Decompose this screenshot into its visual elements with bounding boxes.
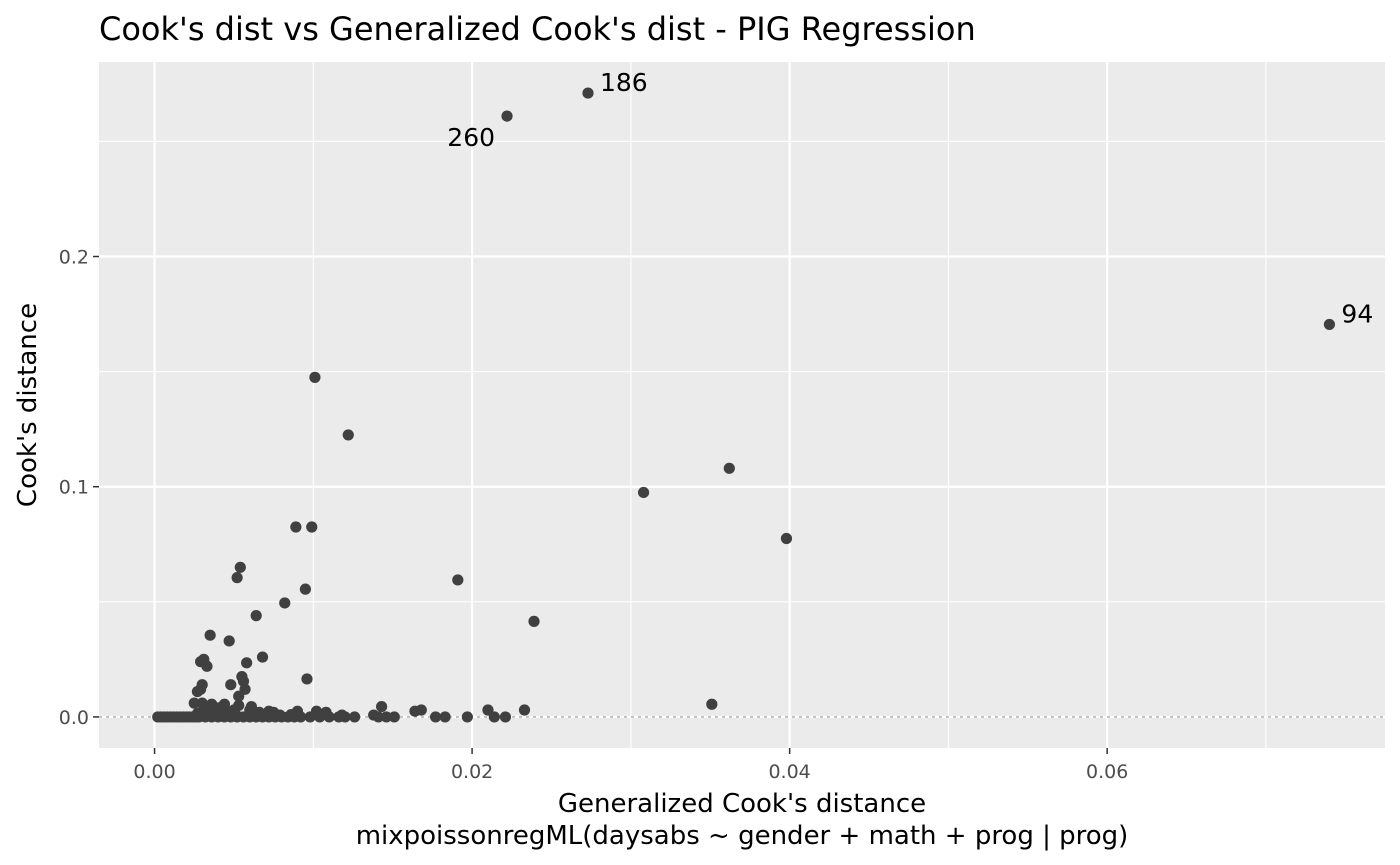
data-point <box>204 629 216 641</box>
data-point <box>241 657 253 669</box>
data-point <box>429 711 442 723</box>
data-point <box>780 532 793 545</box>
data-point <box>317 709 329 721</box>
data-point <box>256 651 269 663</box>
data-point <box>225 679 237 691</box>
data-points <box>152 87 1336 723</box>
y-tick-label: 0.0 <box>59 707 89 729</box>
data-point <box>233 699 245 712</box>
data-point <box>250 610 262 622</box>
labeled-data-point <box>582 87 594 99</box>
y-axis: 0.0 0.1 0.2 <box>59 247 99 729</box>
data-point <box>304 711 316 723</box>
data-point <box>295 711 307 723</box>
data-point <box>388 711 400 723</box>
data-point <box>439 711 451 723</box>
point-labels: 186 260 94 <box>447 68 1373 328</box>
data-point <box>229 708 242 720</box>
data-point <box>499 711 512 723</box>
y-tick-label: 0.2 <box>59 247 89 269</box>
x-axis-title: Generalized Cook's distance <box>558 789 926 819</box>
data-point <box>306 521 318 533</box>
labeled-data-point <box>501 110 513 122</box>
data-point <box>290 521 302 533</box>
data-point <box>488 711 500 723</box>
x-axis-subtitle: mixpoissonregML(daysabs ~ gender + math … <box>356 821 1129 851</box>
data-point <box>368 709 380 721</box>
data-point <box>376 700 388 713</box>
minor-gridlines <box>99 62 1385 748</box>
labeled-data-point <box>1323 318 1336 331</box>
x-tick-label: 0.02 <box>451 761 493 783</box>
data-point <box>201 660 213 672</box>
x-tick-label: 0.00 <box>133 761 175 783</box>
data-point <box>210 703 223 715</box>
data-point <box>299 583 311 595</box>
data-point <box>342 429 354 441</box>
data-point <box>279 597 291 609</box>
data-point <box>195 683 207 695</box>
data-point <box>309 371 321 383</box>
data-point <box>301 673 313 685</box>
data-point <box>285 709 297 721</box>
plot-panel <box>99 62 1385 748</box>
data-point <box>274 709 286 721</box>
data-point <box>349 711 361 723</box>
data-point <box>723 462 735 474</box>
data-point <box>223 635 235 647</box>
point-label: 94 <box>1341 299 1373 328</box>
data-point <box>415 704 427 716</box>
data-point <box>198 700 210 713</box>
data-point <box>336 709 348 721</box>
x-axis: 0.00 0.02 0.04 0.06 <box>133 748 1128 783</box>
data-point <box>222 709 234 721</box>
data-point <box>528 615 540 627</box>
data-point <box>245 700 258 713</box>
data-point <box>231 572 243 584</box>
chart-title: Cook's dist vs Generalized Cook's dist -… <box>99 10 976 48</box>
point-label: 186 <box>600 68 648 97</box>
data-point <box>706 698 718 710</box>
x-tick-label: 0.06 <box>1086 761 1128 783</box>
y-axis-title: Cook's distance <box>13 303 43 507</box>
data-point <box>234 561 246 573</box>
point-label: 260 <box>447 123 495 152</box>
data-point <box>452 574 464 586</box>
x-tick-label: 0.04 <box>768 761 810 783</box>
y-tick-label: 0.1 <box>59 477 89 499</box>
data-point <box>188 697 200 709</box>
data-point <box>380 711 392 723</box>
data-point <box>461 711 473 723</box>
data-point <box>233 690 245 702</box>
data-point <box>518 704 531 716</box>
data-point <box>637 486 650 499</box>
